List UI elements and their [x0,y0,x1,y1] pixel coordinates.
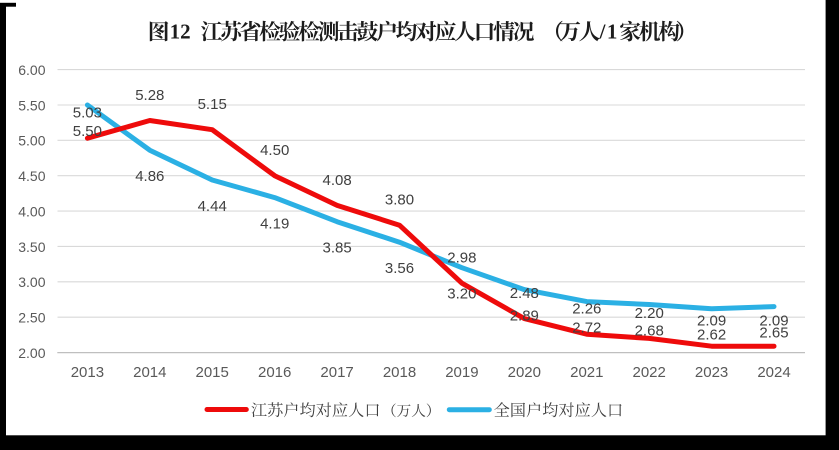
svg-text:2.62: 2.62 [697,327,726,344]
svg-text:2014: 2014 [133,364,166,381]
svg-text:5.50: 5.50 [73,123,102,140]
svg-text:2.48: 2.48 [510,285,539,302]
svg-text:2.68: 2.68 [635,323,664,340]
svg-text:5.28: 5.28 [135,87,164,104]
svg-text:3.80: 3.80 [385,192,414,209]
svg-text:3.50: 3.50 [18,239,45,255]
svg-text:5.03: 5.03 [73,105,102,122]
svg-text:3.56: 3.56 [385,260,414,277]
svg-text:3.00: 3.00 [18,274,45,290]
svg-text:2023: 2023 [695,364,728,381]
svg-text:2.09: 2.09 [697,313,726,330]
svg-text:2017: 2017 [320,364,353,381]
svg-text:12: 12 [170,20,191,44]
svg-text:2.98: 2.98 [447,250,476,267]
svg-text:2.09: 2.09 [759,313,788,330]
svg-text:2.65: 2.65 [759,325,788,342]
svg-text:2013: 2013 [71,364,104,381]
svg-text:4.19: 4.19 [260,216,289,233]
svg-text:2024: 2024 [757,364,790,381]
svg-text:4.50: 4.50 [18,168,45,184]
svg-text:2021: 2021 [570,364,603,381]
svg-text:4.08: 4.08 [322,172,351,189]
svg-text:5.00: 5.00 [18,133,45,149]
svg-text:2020: 2020 [508,364,541,381]
svg-text:2022: 2022 [633,364,666,381]
svg-text:2018: 2018 [383,364,416,381]
svg-text:2.72: 2.72 [572,320,601,337]
svg-text:/1: /1 [599,20,619,44]
svg-text:4.86: 4.86 [135,168,164,185]
svg-text:2.50: 2.50 [18,310,45,326]
svg-text:2.89: 2.89 [510,308,539,325]
svg-text:4.50: 4.50 [260,142,289,159]
svg-text:3.85: 3.85 [322,240,351,257]
svg-text:2016: 2016 [258,364,291,381]
svg-text:2015: 2015 [196,364,229,381]
svg-text:3.20: 3.20 [447,286,476,303]
svg-text:5.50: 5.50 [18,97,45,113]
svg-text:2019: 2019 [445,364,478,381]
svg-text:4.44: 4.44 [198,198,227,215]
svg-text:5.15: 5.15 [198,96,227,113]
svg-text:4.00: 4.00 [18,203,45,219]
svg-text:2.00: 2.00 [18,345,45,361]
svg-text:6.00: 6.00 [18,62,45,78]
svg-text:2.26: 2.26 [572,301,601,318]
svg-text:2.20: 2.20 [635,305,664,322]
